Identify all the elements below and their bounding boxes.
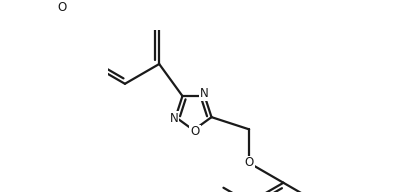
Text: N: N <box>200 87 209 100</box>
Text: O: O <box>190 125 199 138</box>
Text: O: O <box>244 156 254 169</box>
Text: O: O <box>57 1 66 14</box>
Text: N: N <box>169 112 178 125</box>
